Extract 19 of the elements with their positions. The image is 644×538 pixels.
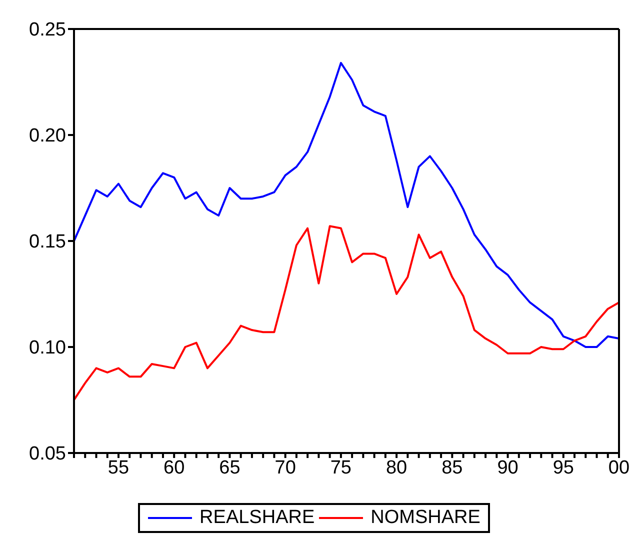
x-tick-label: 85	[442, 457, 463, 478]
y-tick-label: 0.25	[29, 20, 66, 41]
line-series	[74, 225, 619, 401]
y-tick-label: 0.15	[29, 232, 66, 253]
x-tick-label: 70	[274, 457, 296, 478]
x-tick-label: 00	[608, 457, 630, 478]
x-tick-label: 65	[219, 457, 240, 478]
legend-label: REALSHARE	[200, 507, 315, 529]
x-tick-label: 95	[552, 457, 574, 478]
x-tick-label: 90	[497, 457, 518, 478]
x-tick-label: 60	[164, 457, 185, 478]
y-tick-label: 0.10	[29, 338, 66, 359]
x-tick-label: 75	[330, 457, 352, 478]
y-tick-label: 0.20	[29, 126, 66, 147]
x-tick-label: 55	[108, 457, 130, 478]
x-tick-label: 80	[386, 457, 408, 478]
y-tick-label: 0.05	[29, 444, 66, 465]
legend-label: NOMSHARE	[370, 507, 480, 529]
line-series	[74, 62, 619, 348]
